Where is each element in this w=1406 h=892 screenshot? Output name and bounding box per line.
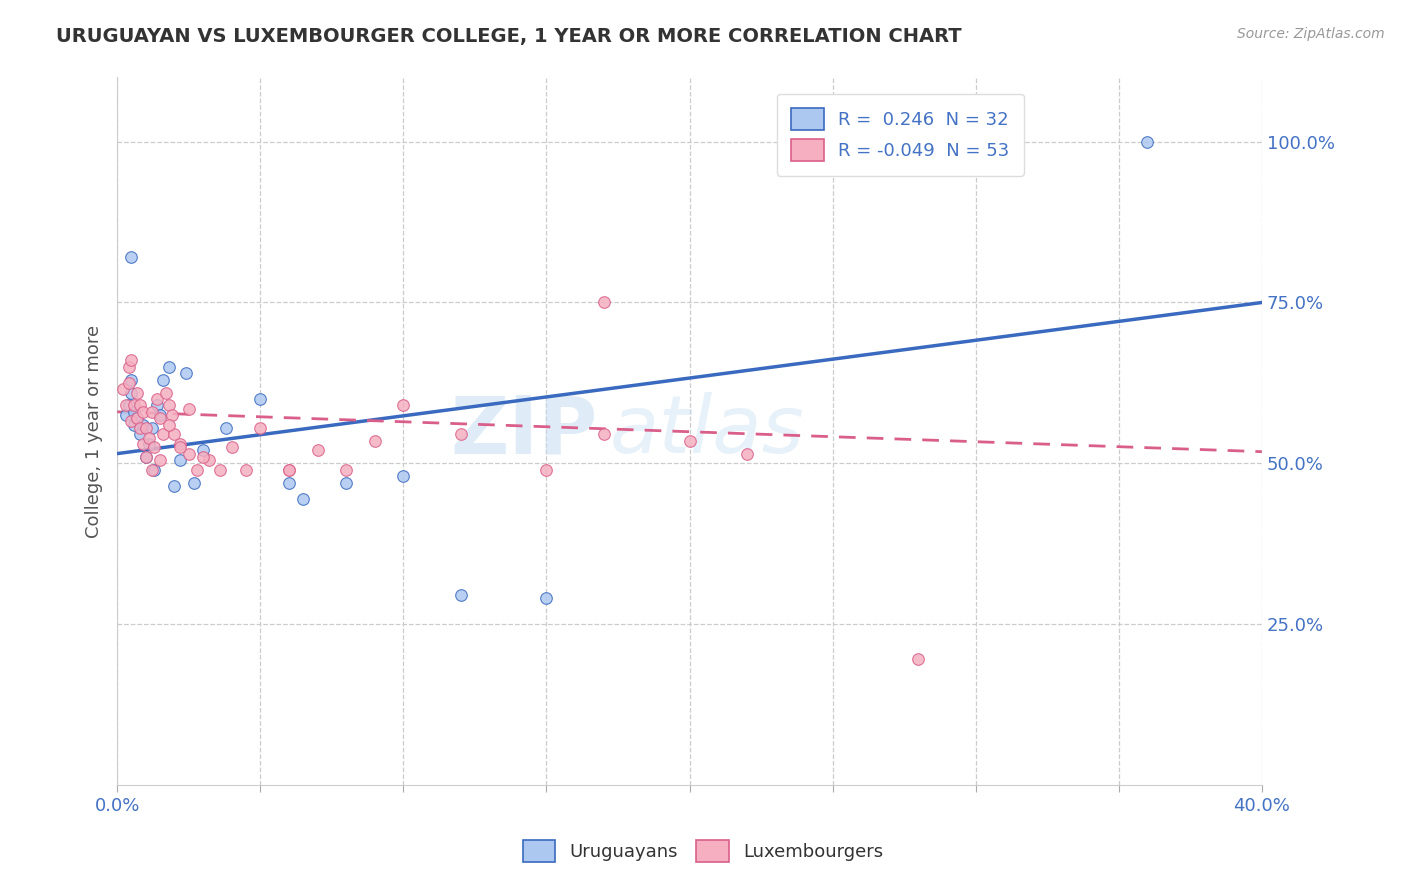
Point <box>163 427 186 442</box>
Point <box>335 475 357 490</box>
Point <box>129 398 152 412</box>
Point <box>277 475 299 490</box>
Point <box>277 463 299 477</box>
Point <box>124 417 146 432</box>
Point <box>536 591 558 606</box>
Point <box>163 479 186 493</box>
Point <box>135 421 157 435</box>
Point <box>249 421 271 435</box>
Point <box>138 437 160 451</box>
Point <box>117 376 139 390</box>
Point <box>127 411 149 425</box>
Point <box>138 431 160 445</box>
Point <box>121 251 143 265</box>
Point <box>132 405 155 419</box>
Point <box>143 440 166 454</box>
Point <box>197 453 219 467</box>
Point <box>392 469 415 483</box>
Point <box>277 463 299 477</box>
Point <box>592 295 614 310</box>
Point <box>121 353 143 368</box>
Point <box>191 443 214 458</box>
Text: ZIP: ZIP <box>451 392 598 470</box>
Point <box>907 652 929 666</box>
Point <box>141 421 163 435</box>
Point <box>678 434 700 448</box>
Text: atlas: atlas <box>609 392 804 470</box>
Point <box>169 453 191 467</box>
Point <box>146 398 169 412</box>
Point <box>177 401 200 416</box>
Point <box>117 359 139 374</box>
Point <box>121 385 143 400</box>
Point <box>127 411 149 425</box>
Point <box>157 359 180 374</box>
Legend: R =  0.246  N = 32, R = -0.049  N = 53: R = 0.246 N = 32, R = -0.049 N = 53 <box>778 94 1024 176</box>
Point <box>191 450 214 464</box>
Point <box>149 453 172 467</box>
Point <box>209 463 232 477</box>
Point <box>169 440 191 454</box>
Point <box>149 411 172 425</box>
Point <box>146 392 169 406</box>
Point <box>152 427 174 442</box>
Point <box>114 408 136 422</box>
Point <box>169 437 191 451</box>
Point <box>132 417 155 432</box>
Point <box>124 398 146 412</box>
Point <box>450 588 472 602</box>
Point <box>117 398 139 412</box>
Point <box>141 463 163 477</box>
Y-axis label: College, 1 year or more: College, 1 year or more <box>86 325 103 538</box>
Point <box>135 450 157 464</box>
Point <box>174 366 197 380</box>
Point <box>249 392 271 406</box>
Point <box>183 475 205 490</box>
Point <box>221 440 243 454</box>
Point <box>141 405 163 419</box>
Point <box>152 373 174 387</box>
Point <box>235 463 257 477</box>
Point <box>129 427 152 442</box>
Point <box>132 437 155 451</box>
Point <box>592 427 614 442</box>
Point <box>307 443 329 458</box>
Point <box>129 421 152 435</box>
Point <box>155 385 177 400</box>
Point <box>335 463 357 477</box>
Point <box>1136 135 1159 149</box>
Point <box>292 491 315 506</box>
Point <box>135 450 157 464</box>
Point <box>186 463 208 477</box>
Point <box>143 463 166 477</box>
Point <box>364 434 387 448</box>
Text: URUGUAYAN VS LUXEMBOURGER COLLEGE, 1 YEAR OR MORE CORRELATION CHART: URUGUAYAN VS LUXEMBOURGER COLLEGE, 1 YEA… <box>56 27 962 45</box>
Point <box>215 421 238 435</box>
Point <box>160 408 183 422</box>
Point <box>111 382 134 396</box>
Point <box>149 408 172 422</box>
Point <box>157 398 180 412</box>
Text: Source: ZipAtlas.com: Source: ZipAtlas.com <box>1237 27 1385 41</box>
Point <box>114 398 136 412</box>
Legend: Uruguayans, Luxembourgers: Uruguayans, Luxembourgers <box>516 833 890 870</box>
Point <box>177 447 200 461</box>
Point <box>157 417 180 432</box>
Point <box>450 427 472 442</box>
Point <box>392 398 415 412</box>
Point <box>124 405 146 419</box>
Point <box>121 373 143 387</box>
Point <box>127 385 149 400</box>
Point <box>536 463 558 477</box>
Point <box>735 447 758 461</box>
Point <box>121 414 143 428</box>
